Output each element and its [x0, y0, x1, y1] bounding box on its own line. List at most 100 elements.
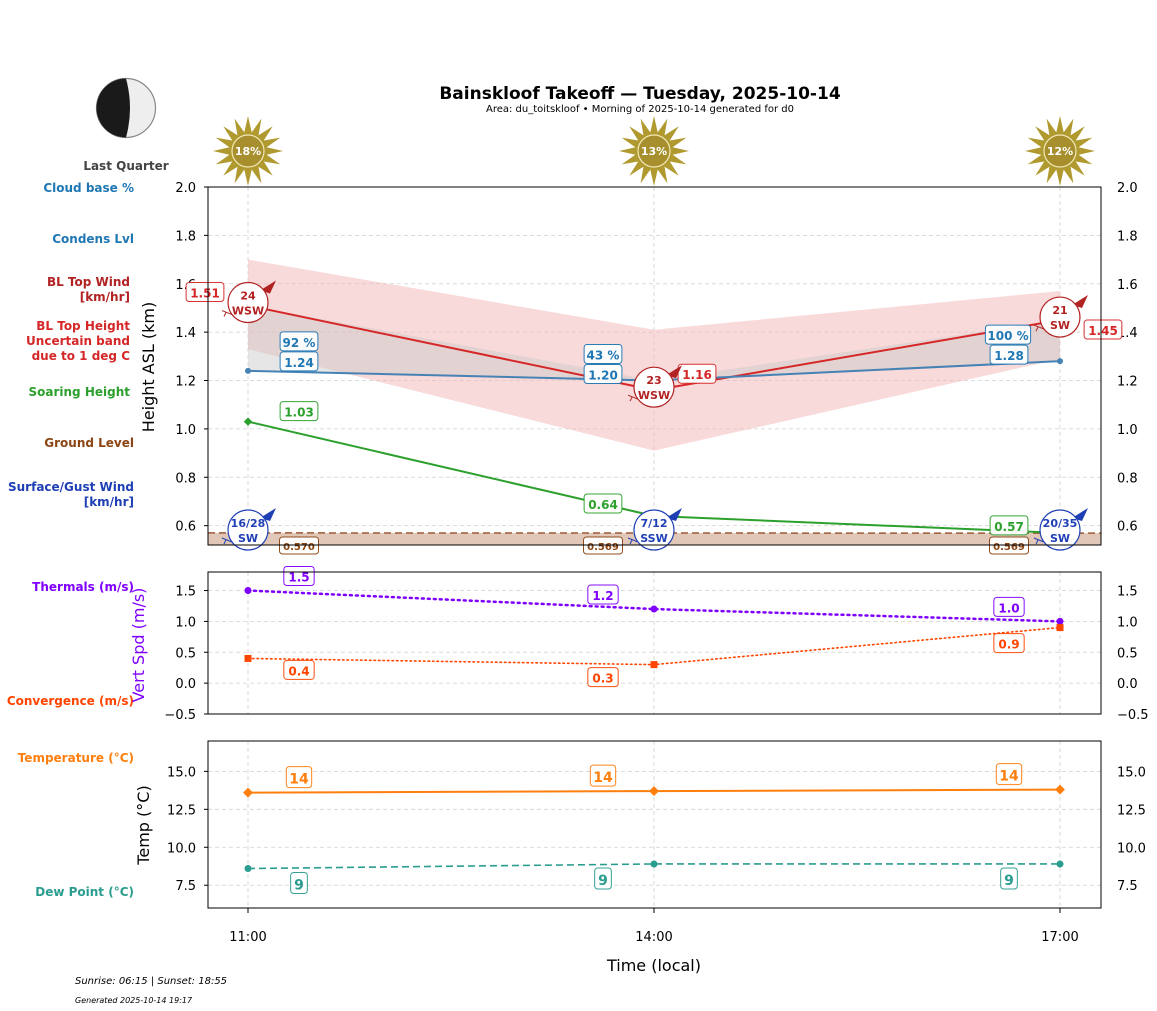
thermals-label-box	[993, 596, 1025, 617]
wind-barb-icon	[221, 537, 233, 545]
bl-wind-direction: SW	[1050, 319, 1070, 332]
chart-title: Bainskloof Takeoff — Tuesday, 2025-10-14	[439, 84, 840, 104]
thermals-point	[244, 587, 252, 595]
thermals-point	[650, 605, 658, 613]
x-tick-label: 14:00	[635, 930, 672, 945]
temperature-panel-frame	[207, 740, 1102, 909]
height-axis-title: Height ASL (km)	[139, 302, 158, 432]
temperature-point	[649, 786, 659, 797]
condens-point	[1057, 358, 1063, 365]
wind-barb-icon	[627, 394, 639, 402]
bl-top-label: 1.16	[682, 368, 712, 382]
height-panel-frame	[207, 186, 1102, 546]
convergence-label: 0.4	[288, 664, 309, 678]
legend-bl-top-wind-unit: [km/hr]	[80, 290, 130, 304]
temperature-panel: 7.5 7.5 10.0 10.0 12.5 12.5 15.0 15.0 14 14 14 9 9 9	[167, 740, 1146, 909]
time-axis: 11:00 14:00 17:00	[229, 908, 1079, 945]
legend-thermals: Thermals (m/s)	[32, 580, 134, 594]
bl-wind-circle	[227, 281, 269, 324]
condens-label: 1.24	[284, 356, 314, 370]
cloud-layer-fill	[248, 305, 1060, 381]
condens-label-box	[279, 351, 319, 372]
height-panel: 0.60.60.80.81.01.01.21.21.41.41.61.61.81…	[175, 116, 1138, 555]
moon-phase-label: Last Quarter	[83, 159, 168, 173]
bl-uncertainty-band	[248, 259, 1060, 451]
y-tick-label-right: 7.5	[1117, 879, 1138, 894]
sun-icon: 18%	[213, 116, 283, 186]
bl-wind-speed: 24	[240, 290, 256, 303]
legend-temperature: Temperature (°C)	[18, 751, 134, 765]
legend-surface-wind-unit: [km/hr]	[84, 495, 134, 509]
thermals-line	[246, 589, 1062, 623]
y-tick-label: 0.5	[175, 646, 196, 661]
x-tick-label: 17:00	[1041, 930, 1078, 945]
x-tick-label: 11:00	[229, 930, 266, 945]
vert-speed-axis-title: Vert Spd (m/s)	[129, 588, 148, 703]
convergence-label: 0.3	[592, 672, 613, 686]
bl-top-label-box	[1083, 319, 1123, 340]
y-tick-label-right: 0.5	[1117, 646, 1138, 661]
condens-label-box	[989, 344, 1029, 365]
cloud-base-label: 43 %	[587, 349, 620, 363]
bl-wind-direction: WSW	[232, 305, 264, 318]
thermals-label-box	[587, 584, 619, 605]
bl-wind-circle	[1039, 296, 1081, 338]
y-tick-label: 15.0	[167, 765, 196, 780]
soaring-label: 1.03	[284, 406, 314, 420]
y-tick-label: 12.5	[167, 803, 196, 818]
legend-ground-level: Ground Level	[44, 436, 134, 450]
dewpoint-label: 9	[598, 873, 608, 889]
cloud-base-label-box	[984, 324, 1032, 345]
wind-barb-icon	[1033, 537, 1045, 545]
convergence-point	[244, 654, 252, 662]
bl-wind-circle	[633, 366, 675, 408]
dewpoint-label-box	[594, 867, 612, 890]
legend-cloud-base: Cloud base %	[43, 181, 134, 195]
y-tick-label: 1.0	[175, 615, 196, 630]
legend-soaring-height: Soaring Height	[29, 385, 131, 399]
y-tick-label-right: 0.0	[1117, 677, 1138, 692]
convergence-point	[650, 661, 658, 669]
y-tick-label-right: 0.8	[1117, 471, 1138, 486]
legend-condens-level: Condens Lvl	[52, 232, 134, 246]
surface-wind-speed: 16/28	[231, 517, 266, 530]
y-tick-label: 1.0	[175, 423, 196, 438]
wind-barb-icon	[1033, 324, 1045, 332]
y-tick-label-right: 1.2	[1117, 375, 1138, 390]
y-tick-label-right: 2.0	[1117, 181, 1138, 196]
dewpoint-label-box	[1000, 867, 1018, 890]
y-tick-label: 1.4	[175, 326, 196, 341]
thermals-label: 1.5	[288, 571, 309, 585]
soaring-point	[243, 417, 253, 426]
sun-percent: 12%	[1047, 145, 1073, 158]
wind-barb-icon	[627, 537, 639, 545]
surface-wind-speed: 20/35	[1043, 517, 1078, 530]
condens-label: 1.20	[588, 369, 618, 383]
dewpoint-label: 9	[1004, 873, 1014, 889]
bl-top-label: 1.45	[1088, 324, 1118, 338]
temperature-label: 14	[999, 769, 1019, 785]
thermals-label-box	[283, 566, 315, 587]
legend-bl-top-height: BL Top Height	[36, 319, 130, 333]
temperature-label-box	[995, 763, 1023, 786]
convergence-label-box	[587, 667, 619, 688]
y-tick-label-right: 0.6	[1117, 520, 1138, 535]
sun-disc	[637, 134, 671, 168]
surface-wind-circle	[633, 509, 675, 551]
dewpoint-label-box	[290, 872, 308, 895]
y-tick-label-right: 12.5	[1117, 803, 1146, 818]
y-tick-label-right: 1.0	[1117, 423, 1138, 438]
bl-wind-speed: 23	[646, 374, 661, 387]
legend-bl-top-wind: BL Top Wind	[47, 275, 130, 289]
vertical-speed-panel: −0.5 −0.5 0.0 0.0 0.5 0.5 1.0 1.0 1.5 1.5 1.5 1.2 1.…	[164, 566, 1149, 723]
surface-wind-direction: SW	[238, 532, 258, 545]
chart-subtitle: Area: du_toitskloof • Morning of 2025-10…	[486, 104, 794, 115]
y-tick-label: −0.5	[164, 708, 196, 723]
y-tick-label-right: 1.0	[1117, 615, 1138, 630]
thermals-label: 1.0	[998, 601, 1019, 615]
cloud-base-label: 92 %	[283, 336, 316, 350]
dewpoint-line	[247, 863, 1060, 870]
ground-label: 0.570	[283, 542, 315, 553]
soaring-label-box	[989, 515, 1029, 536]
thermals-point	[1056, 617, 1064, 625]
